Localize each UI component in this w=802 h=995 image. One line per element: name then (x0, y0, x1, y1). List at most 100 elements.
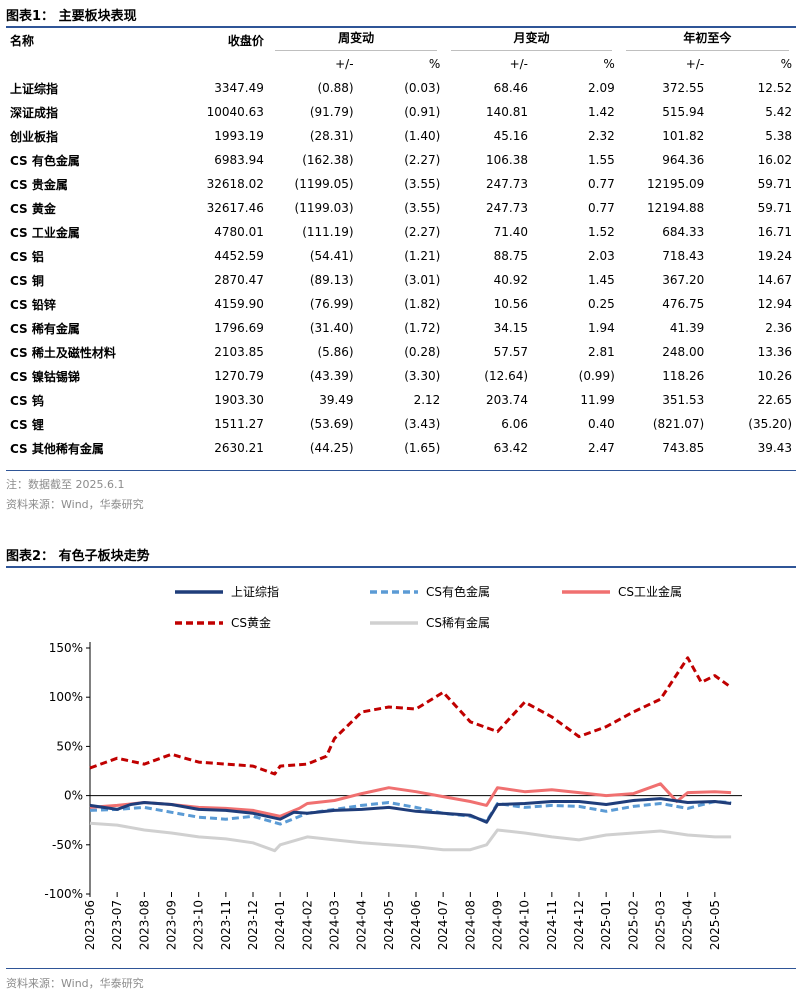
y-tick-label: 0% (64, 789, 83, 803)
header-ytd-label: 年初至今 (625, 29, 789, 51)
cell-y-pct: 39.43 (757, 441, 792, 455)
row-name: 上证综指 (10, 81, 59, 96)
cell-m-abs: 68.46 (493, 81, 529, 95)
cell-y-pct: 59.71 (757, 201, 792, 215)
cell-m-abs: 34.15 (493, 321, 529, 335)
cell-w-abs: (1199.05) (294, 177, 354, 191)
row-name: CS 贵金属 (10, 177, 68, 192)
table-row: CS 铝 4452.59 (54.41) (1.21) 88.75 2.03 718.43 1… (6, 244, 796, 268)
table-row: 深证成指 10040.63 (91.79) (0.91) 140.81 1.42 515.9… (6, 100, 796, 124)
cell-m-abs: 88.75 (493, 249, 529, 263)
subheader-month-pct: % (603, 57, 615, 71)
cell-m-abs: 71.40 (493, 225, 529, 239)
subheader-blank (6, 52, 150, 76)
table-row: CS 有色金属 6983.94 (162.38) (2.27) 106.38 1.55 96… (6, 148, 796, 172)
header-ytd: 年初至今 (619, 28, 796, 52)
cell-w-abs: (76.99) (309, 297, 354, 311)
figure1-note: 注：数据截至 2025.6.1 (6, 478, 125, 491)
figure2-title: 图表2： 有色子板块走势 (6, 549, 150, 564)
cell-w-pct: (0.03) (404, 81, 441, 95)
cell-y-pct: 13.36 (757, 345, 792, 359)
row-name: CS 黄金 (10, 201, 56, 216)
cell-m-pct: 1.55 (588, 153, 615, 167)
cell-w-pct: (0.91) (404, 105, 441, 119)
cell-y-abs: (821.07) (652, 417, 705, 431)
cell-m-pct: 1.94 (588, 321, 615, 335)
table-row: CS 钨 1903.30 39.49 2.12 203.74 11.99 351.53 22.… (6, 388, 796, 412)
cell-y-pct: (35.20) (748, 417, 792, 431)
cell-w-pct: (3.43) (404, 417, 441, 431)
cell-m-pct: 0.25 (588, 297, 615, 311)
header-week: 周变动 (268, 28, 444, 52)
cell-close: 4452.59 (214, 249, 264, 263)
x-tick-label: 2025-04 (681, 900, 695, 950)
cell-close: 3347.49 (214, 81, 264, 95)
row-name: CS 铅锌 (10, 297, 56, 312)
cell-close: 32617.46 (206, 201, 264, 215)
cell-w-pct: (0.28) (404, 345, 441, 359)
cell-y-pct: 14.67 (757, 273, 792, 287)
cell-y-pct: 5.42 (765, 105, 792, 119)
table-header-row: 名称 收盘价 周变动 月变动 年初至今 (6, 28, 796, 52)
cell-y-pct: 16.71 (757, 225, 792, 239)
cell-m-abs: 63.42 (493, 441, 529, 455)
y-tick-label: 50% (56, 739, 83, 753)
x-tick-label: 2023-06 (83, 900, 97, 950)
cell-m-pct: 0.40 (588, 417, 615, 431)
x-tick-label: 2025-05 (708, 900, 722, 950)
row-name: CS 工业金属 (10, 225, 80, 240)
row-name: CS 铜 (10, 273, 44, 288)
x-tick-label: 2024-04 (355, 900, 369, 950)
x-tick-label: 2024-02 (300, 900, 314, 950)
cell-y-pct: 10.26 (757, 369, 792, 383)
row-name: CS 锂 (10, 417, 44, 432)
header-week-label: 周变动 (274, 29, 438, 51)
cell-w-abs: (54.41) (309, 249, 354, 263)
cell-close: 1511.27 (214, 417, 264, 431)
cell-y-abs: 118.26 (662, 369, 705, 383)
cell-w-pct: (2.27) (404, 153, 441, 167)
y-tick-label: -100% (44, 887, 83, 901)
cell-close: 1903.30 (214, 393, 264, 407)
x-tick-label: 2023-12 (246, 900, 260, 950)
cell-m-abs: 247.73 (486, 201, 529, 215)
table-subheader-row: +/- % +/- % +/- % (6, 52, 796, 76)
cell-m-pct: 1.42 (588, 105, 615, 119)
table-row: CS 其他稀有金属 2630.21 (44.25) (1.65) 63.42 2.47 74… (6, 436, 796, 460)
row-name: 创业板指 (10, 129, 59, 144)
row-name: 深证成指 (10, 105, 59, 120)
cell-m-pct: 11.99 (580, 393, 615, 407)
series-line (89, 656, 732, 776)
table-row: CS 铅锌 4159.90 (76.99) (1.82) 10.56 0.25 476.75… (6, 292, 796, 316)
cell-w-abs: (111.19) (302, 225, 354, 239)
row-name: CS 钨 (10, 393, 44, 408)
table-row: CS 贵金属 32618.02 (1199.05) (3.55) 247.73 0.77 1… (6, 172, 796, 196)
row-name: CS 铝 (10, 249, 44, 264)
legend-label: CS有色金属 (426, 584, 490, 599)
cell-y-abs: 248.00 (662, 345, 705, 359)
figure2-bottom-rule (6, 968, 796, 969)
x-tick-label: 2024-03 (328, 900, 342, 950)
table-row: CS 镍钴锡锑 1270.79 (43.39) (3.30) (12.64) (0.99)… (6, 364, 796, 388)
cell-y-pct: 22.65 (757, 393, 792, 407)
cell-w-abs: (43.39) (309, 369, 354, 383)
cell-y-abs: 476.75 (662, 297, 705, 311)
cell-close: 1993.19 (214, 129, 264, 143)
cell-m-abs: 140.81 (486, 105, 529, 119)
cell-close: 10040.63 (206, 105, 264, 119)
header-month: 月变动 (444, 28, 618, 52)
cell-close: 32618.02 (206, 177, 264, 191)
cell-y-abs: 351.53 (662, 393, 705, 407)
cell-y-pct: 2.36 (765, 321, 792, 335)
cell-y-abs: 12194.88 (646, 201, 705, 215)
cell-y-abs: 964.36 (662, 153, 705, 167)
table-row: 创业板指 1993.19 (28.31) (1.40) 45.16 2.32 101.82 5… (6, 124, 796, 148)
cell-m-abs: 203.74 (486, 393, 529, 407)
series-line (89, 797, 732, 824)
series-line (89, 821, 732, 853)
row-name: CS 有色金属 (10, 153, 80, 168)
cell-w-pct: (3.30) (404, 369, 441, 383)
row-name: CS 稀有金属 (10, 321, 80, 336)
x-tick-label: 2025-01 (599, 900, 613, 950)
x-tick-label: 2023-08 (137, 900, 151, 950)
